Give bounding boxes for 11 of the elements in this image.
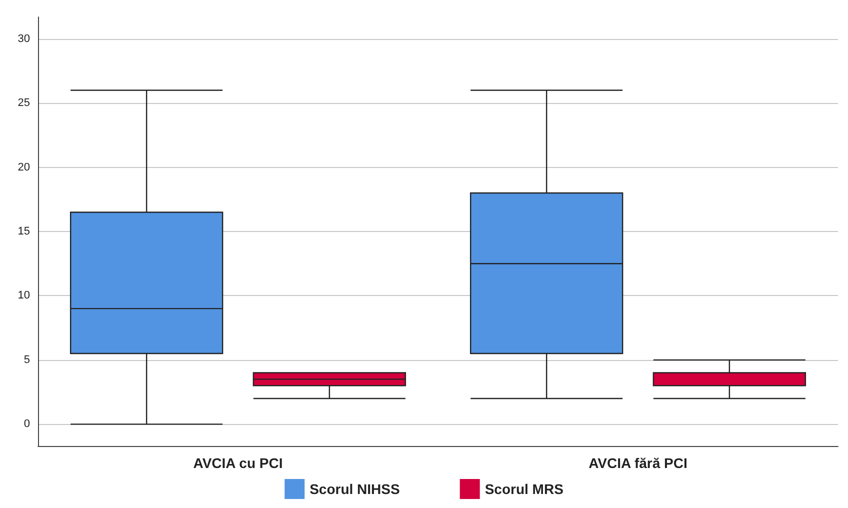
legend-label: Scorul NIHSS (310, 481, 400, 497)
y-tick-label: 15 (18, 226, 30, 238)
legend-label: Scorul MRS (484, 481, 564, 497)
y-tick-label: 5 (24, 354, 30, 366)
x-tick-label: AVCIA cu PCI (193, 455, 283, 471)
y-tick-label: 25 (18, 97, 30, 110)
y-tick-label: 20 (18, 161, 30, 174)
y-tick-label: 10 (18, 290, 30, 302)
y-tick-label: 30 (18, 32, 30, 45)
x-tick-label: AVCIA fără PCI (588, 455, 688, 471)
y-tick-label: 0 (24, 418, 30, 430)
